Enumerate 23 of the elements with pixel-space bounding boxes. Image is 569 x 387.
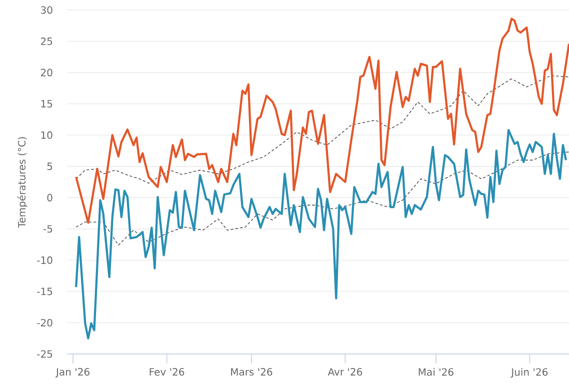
x-tick-label: Mars '26 — [231, 368, 272, 376]
y-tick-label: -15 — [37, 288, 52, 296]
y-axis-title: Températures (°C) — [17, 137, 28, 228]
line-series — [75, 18, 569, 224]
y-tick-label: -10 — [37, 256, 52, 264]
y-tick-label: 5 — [47, 162, 52, 170]
line-series — [76, 152, 569, 246]
x-tick-label: Avr '26 — [328, 368, 362, 376]
x-tick-label: Mai '26 — [418, 368, 454, 376]
y-tick-label: 30 — [40, 6, 52, 14]
y-tick-label: 20 — [40, 68, 52, 76]
x-tick-label: Jan '26 — [55, 368, 90, 378]
y-tick-label: -20 — [37, 318, 52, 327]
x-tick-label: Fev '26 — [150, 368, 184, 376]
y-tick-label: -25 — [37, 350, 52, 358]
line-series — [75, 129, 568, 340]
line-series — [76, 75, 569, 184]
y-tick-label: 15 — [41, 100, 52, 108]
y-tick-label: 0 — [47, 194, 52, 202]
y-tick-label: 25 — [40, 37, 52, 46]
y-tick-label: 10 — [41, 131, 52, 139]
y-tick-label: -5 — [43, 225, 52, 233]
x-tick-label: Juin '26 — [510, 368, 548, 378]
